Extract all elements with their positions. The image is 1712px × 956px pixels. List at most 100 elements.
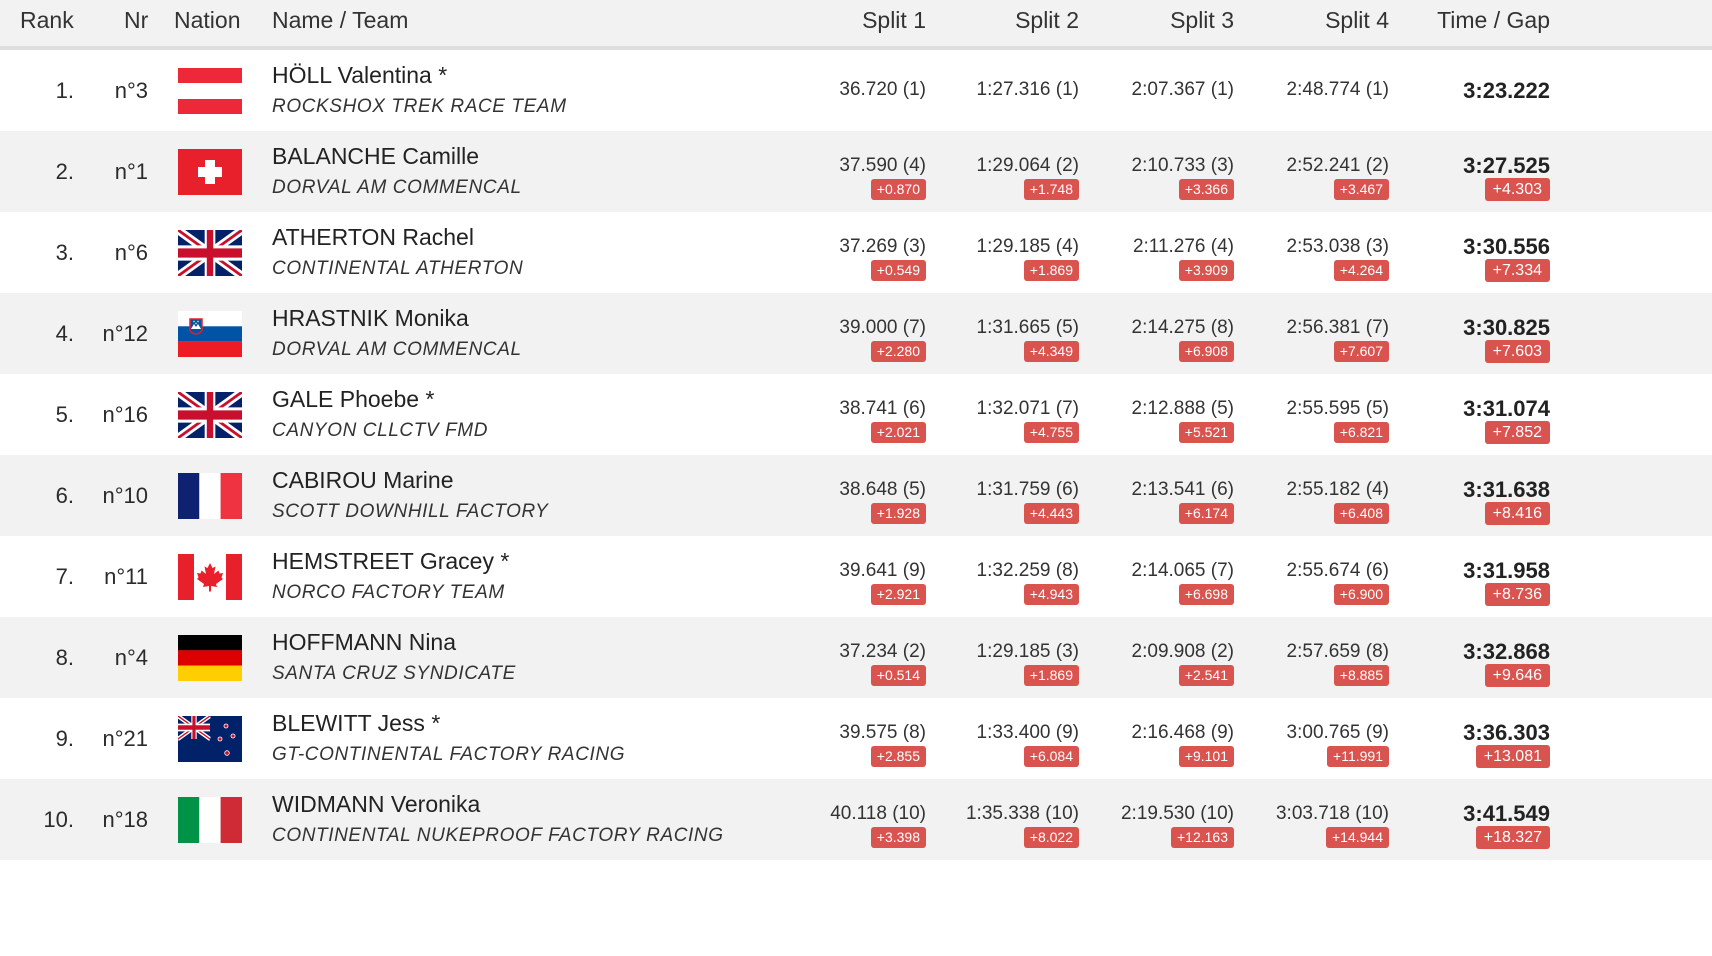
team-name: CONTINENTAL ATHERTON [272,258,524,279]
split-4-time: 2:55.595 (5) [1286,398,1389,419]
uk-flag-graphic [178,230,242,276]
header-time-gap[interactable]: Time / Gap [1437,7,1550,33]
split-4-gap-badge: +3.467 [1333,179,1389,200]
table-row[interactable]: 7. n°11 HEMSTREET Gracey * NORCO FACTORY TE… [0,536,1712,617]
split-1-time: 39.575 (8) [839,722,926,743]
switzerland-flag-graphic [178,149,242,195]
split-1-time: 40.118 (10) [830,803,926,824]
time-gap-cell: 3:32.868 +9.646 [1400,617,1550,698]
uk-flag [178,230,242,276]
split-2-time: 1:31.665 (5) [976,317,1079,338]
split-4-cell: 2:52.241 (2) +3.467 [1239,131,1389,212]
header-rank[interactable]: Rank [20,7,74,33]
split-1-gap-badge: +2.921 [870,584,926,605]
italy-flag-graphic [178,797,242,843]
rider-name[interactable]: HRASTNIK Monika [272,305,469,331]
header-split-3[interactable]: Split 3 [1170,7,1234,33]
split-1-time: 39.000 (7) [839,317,926,338]
split-2-cell: 1:32.259 (8) +4.943 [929,536,1079,617]
split-2-gap-badge: +1.869 [1023,260,1079,281]
split-1-cell: 37.269 (3) +0.549 [776,212,926,293]
split-1-cell: 36.720 (1) [776,50,926,131]
header-nation[interactable]: Nation [174,7,241,33]
split-3-gap-badge: +6.908 [1178,341,1234,362]
split-4-gap-badge: +6.821 [1333,422,1389,443]
split-1-cell: 37.234 (2) +0.514 [776,617,926,698]
split-2-cell: 1:27.316 (1) [929,50,1079,131]
france-flag [178,473,242,519]
table-row[interactable]: 9. n°21 BLEWITT Jess * GT-CONTINENTAL FACTO… [0,698,1712,779]
split-4-time: 2:56.381 (7) [1286,317,1389,338]
table-body: 1. n°3 HÖLL Valentina * ROCKSHOX TREK RACE … [0,50,1712,860]
split-4-cell: 2:48.774 (1) [1239,50,1389,131]
table-row[interactable]: 6. n°10 CABIROU Marine SCOTT DOWNHILL FACTO… [0,455,1712,536]
header-split-4[interactable]: Split 4 [1325,7,1389,33]
rider-name[interactable]: CABIROU Marine [272,467,454,493]
split-4-cell: 3:03.718 (10) +14.944 [1239,779,1389,860]
rider-name[interactable]: HOFFMANN Nina [272,629,457,655]
bib-number: n°6 [114,240,148,265]
uk-flag [178,392,242,438]
split-4-cell: 2:53.038 (3) +4.264 [1239,212,1389,293]
table-row[interactable]: 4. n°12 HRASTNIK Monika DORVAL AM COMMENCAL… [0,293,1712,374]
rider-name[interactable]: HEMSTREET Gracey * [272,548,510,574]
time-gap-cell: 3:27.525 +4.303 [1400,131,1550,212]
bib-number: n°21 [102,726,148,751]
bib-number: n°3 [114,78,148,103]
split-3-time: 2:16.468 (9) [1131,722,1234,743]
rider-name[interactable]: WIDMANN Veronika [272,791,481,817]
rank-cell: 4. [55,321,74,346]
split-4-cell: 2:56.381 (7) +7.607 [1239,293,1389,374]
split-1-gap-badge: +2.021 [870,422,926,443]
team-name: ROCKSHOX TREK RACE TEAM [272,96,567,117]
rider-name[interactable]: ATHERTON Rachel [272,224,474,250]
split-3-cell: 2:07.367 (1) [1084,50,1234,131]
table-row[interactable]: 3. n°6 ATHERTON Rachel CONTINENTAL ATHERTON… [0,212,1712,293]
finish-time: 3:23.222 [1463,78,1550,103]
time-gap-cell: 3:23.222 [1400,50,1550,131]
table-row[interactable]: 10. n°18 WIDMANN Veronika CONTINENTAL NUKEP… [0,779,1712,860]
split-3-cell: 2:14.065 (7) +6.698 [1084,536,1234,617]
team-name: DORVAL AM COMMENCAL [272,339,522,360]
table-row[interactable]: 5. n°16 GALE Phoebe * CANYON CLLCTV FMD 38.7… [0,374,1712,455]
header-split-2[interactable]: Split 2 [1015,7,1079,33]
split-4-cell: 2:57.659 (8) +8.885 [1239,617,1389,698]
table-row[interactable]: 2. n°1 BALANCHE Camille DORVAL AM COMMENCAL… [0,131,1712,212]
split-1-gap-badge: +3.398 [870,827,926,848]
split-2-gap-badge: +6.084 [1023,746,1079,767]
france-flag-graphic [178,473,242,519]
header-split-1[interactable]: Split 1 [862,7,926,33]
rider-name[interactable]: BALANCHE Camille [272,143,480,169]
split-1-cell: 38.741 (6) +2.021 [776,374,926,455]
split-2-cell: 1:29.064 (2) +1.748 [929,131,1079,212]
split-4-gap-badge: +14.944 [1326,827,1389,848]
uk-flag-graphic [178,392,242,438]
split-2-cell: 1:31.665 (5) +4.349 [929,293,1079,374]
time-gap-cell: 3:31.958 +8.736 [1400,536,1550,617]
rank-cell: 8. [55,645,74,670]
table-row[interactable]: 8. n°4 HOFFMANN Nina SANTA CRUZ SYNDICATE 37… [0,617,1712,698]
time-gap-cell: 3:41.549 +18.327 [1400,779,1550,860]
finish-time: 3:31.638 [1463,477,1550,502]
split-3-time: 2:19.530 (10) [1120,803,1234,824]
split-1-time: 37.234 (2) [839,641,926,662]
bib-number: n°16 [102,402,148,427]
split-4-time: 3:03.718 (10) [1275,803,1389,824]
canada-flag-graphic [178,554,242,600]
split-1-gap-badge: +1.928 [870,503,926,524]
rider-name[interactable]: GALE Phoebe * [272,386,435,412]
split-4-gap-badge: +7.607 [1333,341,1389,362]
bib-number: n°12 [102,321,148,346]
split-1-cell: 38.648 (5) +1.928 [776,455,926,536]
split-2-cell: 1:32.071 (7) +4.755 [929,374,1079,455]
header-nr[interactable]: Nr [124,7,149,33]
split-2-time: 1:29.185 (3) [976,641,1079,662]
split-1-time: 37.269 (3) [839,236,926,257]
table-row[interactable]: 1. n°3 HÖLL Valentina * ROCKSHOX TREK RACE … [0,50,1712,131]
rider-name[interactable]: BLEWITT Jess * [272,710,441,736]
split-2-gap-badge: +1.748 [1023,179,1079,200]
rider-name[interactable]: HÖLL Valentina * [272,62,448,88]
bib-number: n°1 [114,159,148,184]
split-2-time: 1:35.338 (10) [965,803,1079,824]
header-name-team[interactable]: Name / Team [272,7,409,33]
